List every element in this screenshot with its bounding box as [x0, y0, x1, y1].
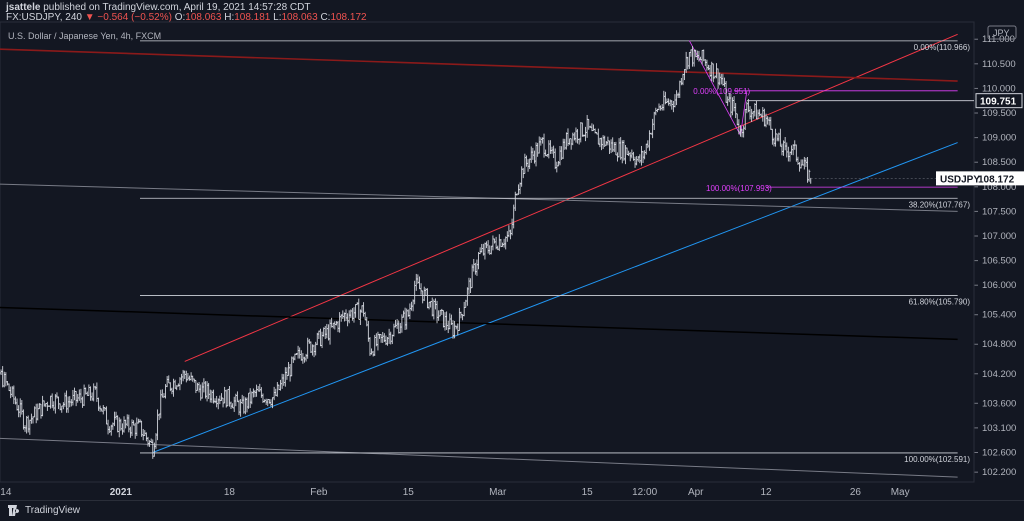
chart-header: jsattele published on TradingView.com, A…	[0, 0, 1024, 23]
y-tick-label: 110.000	[982, 83, 1016, 94]
publish-line: jsattele published on TradingView.com, A…	[6, 2, 310, 13]
footer: TradingView	[0, 500, 1024, 521]
y-tick-label: 105.400	[982, 310, 1016, 321]
fib-level-label: 100.00%(107.993)	[706, 184, 772, 193]
ohlc-close: C:108.172	[320, 12, 367, 23]
y-tick-label: 108.000	[982, 182, 1016, 193]
last-price-value: 108.172	[978, 174, 1015, 185]
author-name[interactable]: jsattele	[6, 2, 41, 13]
x-tick-label: 14	[0, 487, 12, 498]
x-tick-label: 26	[850, 487, 862, 498]
x-tick-label: 15	[582, 487, 594, 498]
y-tick-label: 104.200	[982, 369, 1016, 380]
currency-box[interactable]	[987, 25, 1017, 40]
y-tick-label: 106.500	[982, 256, 1016, 267]
ohlc-low: L:108.063	[273, 12, 318, 23]
x-tick-label: 15	[403, 487, 415, 498]
y-tick-label: 102.200	[982, 467, 1016, 478]
last-price-symbol: USDJPY	[940, 174, 980, 185]
fib-level-label: 38.20%(107.767)	[909, 200, 971, 209]
tradingview-logo-icon[interactable]	[8, 505, 22, 517]
x-tick-label: 12:00	[632, 487, 657, 498]
x-tick-label: 12	[760, 487, 772, 498]
y-tick-label: 109.500	[982, 108, 1016, 119]
y-tick-label: 103.600	[982, 398, 1016, 409]
y-tick-label: 111.000	[982, 34, 1015, 45]
fib-drawing-line[interactable]	[740, 90, 748, 136]
last-price-badge[interactable]	[936, 171, 1024, 186]
chart-info: U.S. Dollar / Japanese Yen, 4h, FXCM	[8, 31, 162, 41]
y-tick-label: 104.800	[982, 339, 1016, 350]
ohlc-high: H:108.181	[224, 12, 271, 23]
trend-line[interactable]	[0, 305, 958, 341]
x-tick-label: May	[891, 487, 910, 498]
x-tick-label: Apr	[688, 487, 704, 498]
trend-line[interactable]	[0, 47, 958, 82]
fib-level-label: 100.00%(102.591)	[904, 455, 970, 464]
trend-line[interactable]	[152, 142, 958, 453]
marked-level-box[interactable]	[975, 93, 1023, 109]
publish-info: published on TradingView.com, April 19, …	[43, 2, 311, 13]
fib-level-label: 61.80%(105.790)	[909, 298, 971, 307]
y-tick-label: 109.000	[982, 133, 1016, 144]
change-value: ▼ −0.564 (−0.52%)	[84, 12, 172, 23]
y-tick-label: 110.500	[982, 59, 1016, 70]
x-tick-label: 18	[224, 487, 236, 498]
symbol-label: FX:USDJPY, 240	[6, 12, 82, 23]
fib-level-label: 0.00%(110.966)	[914, 43, 971, 52]
x-tick-label: Mar	[489, 487, 507, 498]
y-tick-label: 107.000	[982, 231, 1016, 242]
x-tick-label: 2021	[110, 487, 133, 498]
y-tick-label: 106.000	[982, 280, 1016, 291]
marked-level-label: 109.751	[980, 97, 1017, 108]
y-tick-label: 103.100	[982, 423, 1016, 434]
trend-line[interactable]	[0, 182, 958, 212]
currency-label: JPY	[993, 28, 1010, 38]
fib-level-label: 0.00%(109.951)	[693, 87, 750, 96]
fib-drawing-line[interactable]	[688, 40, 741, 136]
ohlc-open: O:108.063	[174, 12, 222, 23]
y-tick-label: 108.500	[982, 157, 1016, 168]
y-tick-label: 107.500	[982, 206, 1016, 217]
tradingview-brand[interactable]: TradingView	[25, 505, 81, 516]
ohlc-line: FX:USDJPY, 240 ▼ −0.564 (−0.52%) O:108.0…	[6, 12, 367, 23]
y-tick-label: 102.600	[982, 447, 1016, 458]
trend-line[interactable]	[0, 435, 958, 478]
price-chart[interactable]: 111.000 110.500 110.000 109.500 109.000 108.5…	[0, 0, 1024, 500]
x-tick-label: Feb	[310, 487, 328, 498]
